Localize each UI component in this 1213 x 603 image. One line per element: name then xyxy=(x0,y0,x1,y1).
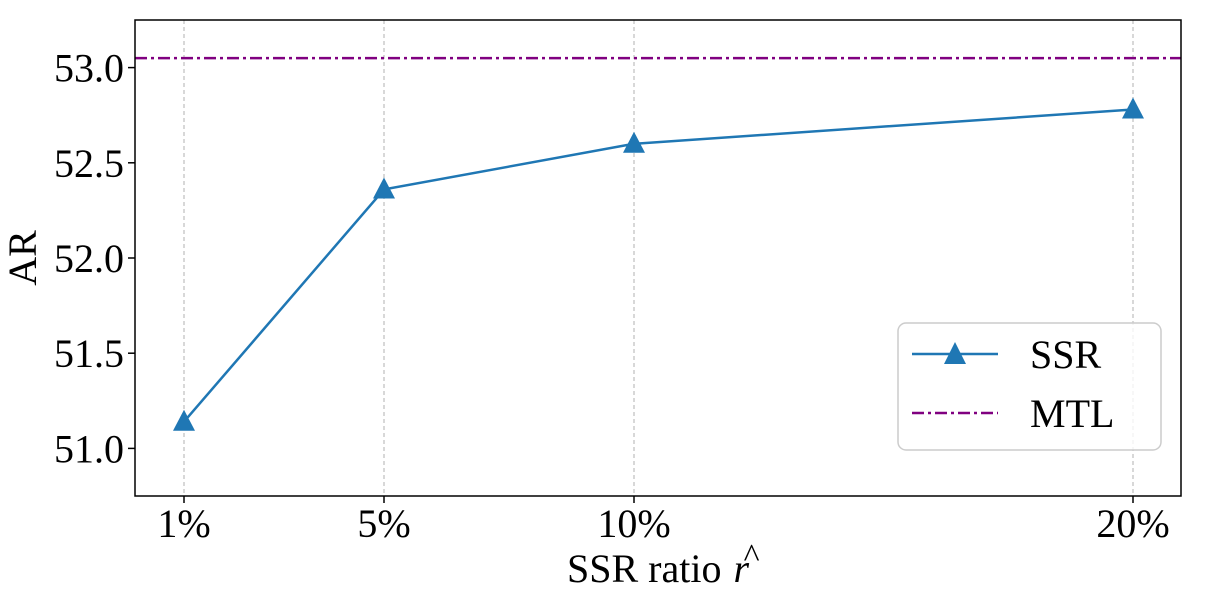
y-axis: 51.0 51.5 52.0 52.5 53.0 xyxy=(54,46,135,471)
ssr-data-point xyxy=(1122,97,1144,119)
x-axis-label-symbol: r xyxy=(733,546,749,591)
legend-ssr-label: SSR xyxy=(1030,332,1101,377)
y-tick-label: 52.0 xyxy=(54,236,124,281)
ssr-data-point xyxy=(623,131,645,153)
y-tick-label: 53.0 xyxy=(54,46,124,91)
x-axis-label-text: SSR ratio xyxy=(567,546,721,591)
ssr-series-line xyxy=(183,108,1134,423)
x-tick-label: 10% xyxy=(597,501,670,546)
x-axis-label: SSR ratio r xyxy=(567,546,749,591)
ssr-data-point xyxy=(373,177,395,199)
x-tick-label: 20% xyxy=(1096,501,1169,546)
legend-ssr-marker xyxy=(944,342,966,364)
y-axis-label: AR xyxy=(0,230,45,286)
x-tick-label: 1% xyxy=(157,501,210,546)
legend: SSR MTL xyxy=(897,322,1162,451)
x-axis: 1% 5% 10% 20% xyxy=(157,496,1170,546)
x-axis-label-accent: ^ xyxy=(743,538,760,575)
legend-mtl-label: MTL xyxy=(1030,391,1114,436)
y-tick-label: 52.5 xyxy=(54,141,124,186)
ssr-data-point xyxy=(173,409,195,431)
y-tick-label: 51.5 xyxy=(54,331,124,376)
series-layer xyxy=(173,97,1144,431)
x-tick-label: 5% xyxy=(357,501,410,546)
y-tick-label: 51.0 xyxy=(54,426,124,471)
